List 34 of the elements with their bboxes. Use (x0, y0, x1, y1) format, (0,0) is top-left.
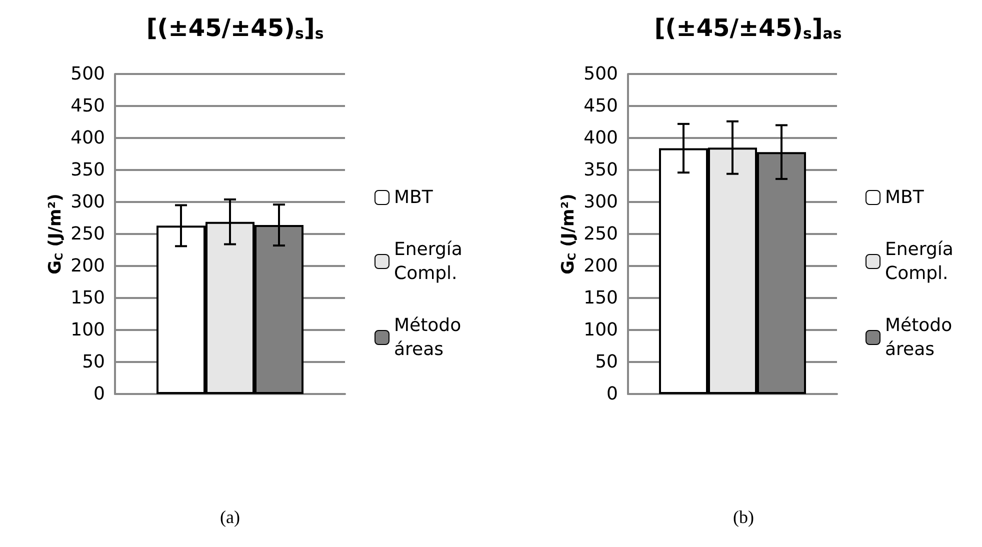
y-tick-label: 350 (70, 160, 105, 180)
y-tick-label: 400 (70, 128, 105, 148)
legend-label: MBT (885, 187, 925, 208)
y-tick-label: 300 (70, 192, 105, 212)
y-tick-label: 450 (70, 96, 105, 116)
chart-title: [(±45/±45)s]s (146, 14, 324, 42)
y-tick-label: 100 (584, 320, 618, 340)
legend-label: Método áreas (885, 315, 958, 360)
y-tick-label: 0 (94, 384, 105, 404)
y-tick-label: 250 (584, 224, 618, 244)
text: (a) (220, 507, 240, 527)
y-tick-label: 150 (70, 288, 105, 308)
y-axis-title: GC (J/m²) (558, 194, 579, 274)
y-tick-label: 200 (584, 256, 618, 276)
legend-label: Energía Compl. (885, 239, 960, 284)
y-tick-label: 0 (606, 384, 618, 404)
y-tick-label: 500 (584, 64, 618, 84)
y-tick-label: 150 (584, 288, 618, 308)
y-tick-label: 250 (70, 224, 105, 244)
y-tick-label: 300 (584, 192, 618, 212)
y-tick-label: 50 (82, 352, 105, 372)
legend-label: Energía Compl. (394, 239, 468, 284)
y-tick-label: 500 (70, 64, 105, 84)
y-tick-label: 50 (595, 352, 618, 372)
y-tick-label: 100 (70, 320, 105, 340)
y-tick-label: 450 (584, 96, 618, 116)
legend-label: MBT (394, 187, 434, 208)
chart-title: [(±45/±45)s]as (654, 14, 842, 42)
y-tick-label: 200 (70, 256, 105, 276)
legend-label: Método áreas (394, 315, 467, 360)
y-axis-title: GC (J/m²) (46, 194, 66, 274)
y-tick-label: 350 (584, 160, 618, 180)
y-tick-label: 400 (584, 128, 618, 148)
text: (b) (733, 507, 754, 527)
